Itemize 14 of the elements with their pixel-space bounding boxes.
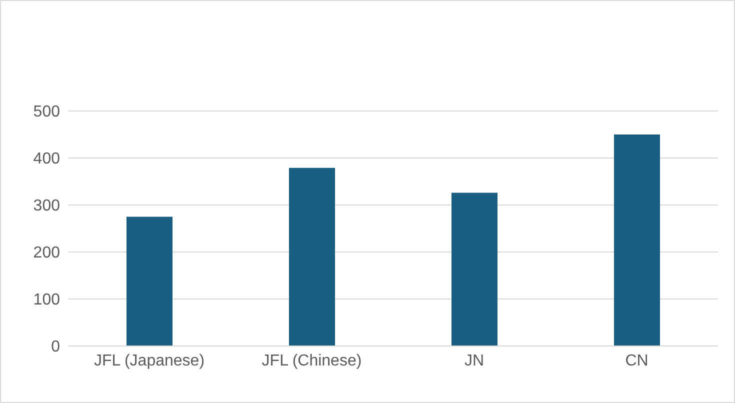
y-tick-label: 0: [51, 338, 60, 356]
y-tick-label: 400: [33, 150, 60, 168]
y-tick-label: 100: [33, 292, 60, 309]
x-tick-label: JFL (Chinese): [262, 352, 362, 370]
y-tick-label: 200: [33, 244, 60, 262]
y-tick-label: 300: [33, 198, 60, 215]
x-tick-label: CN: [625, 352, 648, 370]
x-tick-label: JFL (Japanese): [94, 352, 205, 370]
bar: [126, 216, 172, 346]
bar: [452, 192, 498, 346]
bar: [289, 168, 335, 346]
bar: [614, 134, 660, 346]
x-tick-label: JN: [464, 352, 484, 370]
y-tick-label: 500: [33, 104, 60, 121]
